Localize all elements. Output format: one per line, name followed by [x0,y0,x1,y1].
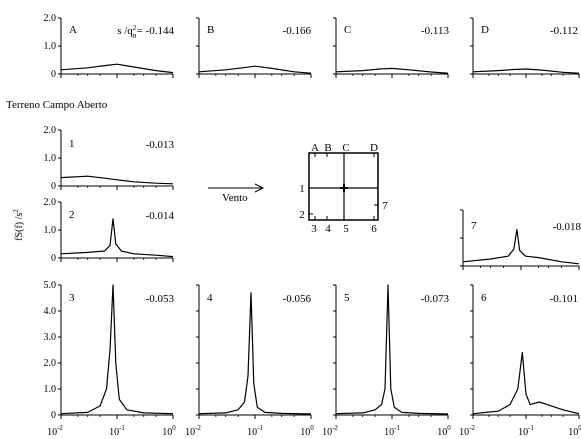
key-label-7: 7 [382,200,388,212]
wind-indicator: Vento [208,183,265,204]
panel-label: B [207,24,214,36]
panel-5: 10-2 10-1 100 5 -0.073 [322,284,451,438]
panel-label: 2 [69,209,75,221]
panel-coefficient: -0.166 [283,25,312,37]
panel-coefficient: -0.112 [550,25,578,37]
panel-3: 0 1.0 2.0 3.0 4.0 5.0 10-2 10-1 100 3 -0.053 [44,280,177,438]
x-tick-label: 100 [437,424,451,438]
key-label-2: 2 [299,209,305,221]
series-line [462,229,580,265]
series-line [198,65,312,74]
y-tick-label: 2.0 [44,125,57,136]
wind-label: Vento [222,192,248,204]
x-tick-label: 10-1 [109,424,125,438]
panel-2: 0 1.0 2.0 2 -0.014 [44,197,175,264]
panel-label: 6 [481,292,487,304]
key-label-1: 1 [299,183,305,195]
panel-coefficient: -0.014 [146,210,175,222]
x-tick-label: 100 [300,424,314,438]
series-line [60,175,174,185]
spectra-panels: 0 1.0 2.0 A s /q2 H= -0.144 B -0.166 C -0.113 D -0.… [44,13,581,438]
series-line [60,63,174,74]
x-tick-label: 100 [162,424,176,438]
panel-coefficient: -0.013 [146,139,175,151]
key-label-c: C [342,142,349,154]
y-tick-label: 0 [51,410,56,421]
key-label-b: B [324,142,331,154]
key-label-a: A [311,142,319,154]
x-tick-label: 10-2 [47,424,63,438]
key-label-4: 4 [325,223,331,235]
panel-A: 0 1.0 2.0 A s /q2 H= -0.144 [44,13,175,80]
panel-coefficient: -0.056 [283,293,312,305]
y-tick-label: 1.0 [44,384,57,395]
series-line [335,284,449,415]
panel-D: D -0.112 [470,17,580,78]
panel-coefficient: -0.053 [146,293,175,305]
series-line [60,284,174,415]
panel-label: A [69,24,77,36]
x-tick-label: 10-1 [518,424,534,438]
x-tick-label: 10-2 [322,424,338,438]
panel-label: 7 [471,220,477,232]
y-tick-label: 2.0 [44,13,57,24]
panel-1: 0 1.0 2.0 1 -0.013 [44,125,175,192]
series-line [472,352,580,415]
y-tick-label: 1.0 [44,41,57,52]
series-line [472,68,580,74]
series-line [335,67,449,74]
y-tick-label: 2.0 [44,358,57,369]
panel-4: 10-2 10-1 100 4 -0.056 [185,284,314,438]
y-tick-label: 1.0 [44,225,57,236]
panel-coefficient: -0.101 [550,293,578,305]
y-tick-label: 4.0 [44,306,57,317]
panel-7: 7 -0.018 [460,209,581,270]
y-tick-label: 0 [51,69,56,80]
y-tick-label: 1.0 [44,153,57,164]
x-tick-label: 10-2 [185,424,201,438]
panel-label: 5 [344,292,350,304]
panel-label: 4 [207,292,213,304]
panel-B: B -0.166 [196,17,312,78]
key-label-d: D [370,142,378,154]
y-tick-label: 3.0 [44,332,57,343]
key-label-6: 6 [371,223,377,235]
panel-label: 3 [69,292,75,304]
panel-coefficient: -0.113 [421,25,450,37]
series-line [60,218,174,258]
y-tick-label: 2.0 [44,197,57,208]
key-label-5: 5 [343,223,349,235]
x-tick-label: 10-1 [384,424,400,438]
y-tick-label: 5.0 [44,280,57,291]
panel-coefficient: s /q2 H= -0.144 [117,24,174,40]
series-line [198,292,312,415]
panel-6: 10-2 10-1 100 6 -0.101 [459,284,581,438]
key-label-3: 3 [311,223,317,235]
x-tick-label: 100 [568,424,581,438]
section-label: Terreno Campo Aberto [6,99,108,111]
panel-label: 1 [69,138,75,150]
y-tick-label: 0 [51,253,56,264]
panel-label: C [344,24,351,36]
panel-coefficient: -0.018 [553,221,581,233]
y-tick-label: 0 [51,181,56,192]
y-axis-label: fS(f) /s2 [12,209,25,241]
x-tick-label: 10-1 [247,424,263,438]
panel-coefficient: -0.073 [421,293,450,305]
x-tick-label: 10-2 [459,424,475,438]
wind-arrow-head [254,183,265,193]
panel-label: D [481,24,489,36]
building-key-diagram: A B C D 3 4 5 6 1 2 7 [299,142,388,235]
panel-C: C -0.113 [333,17,450,78]
